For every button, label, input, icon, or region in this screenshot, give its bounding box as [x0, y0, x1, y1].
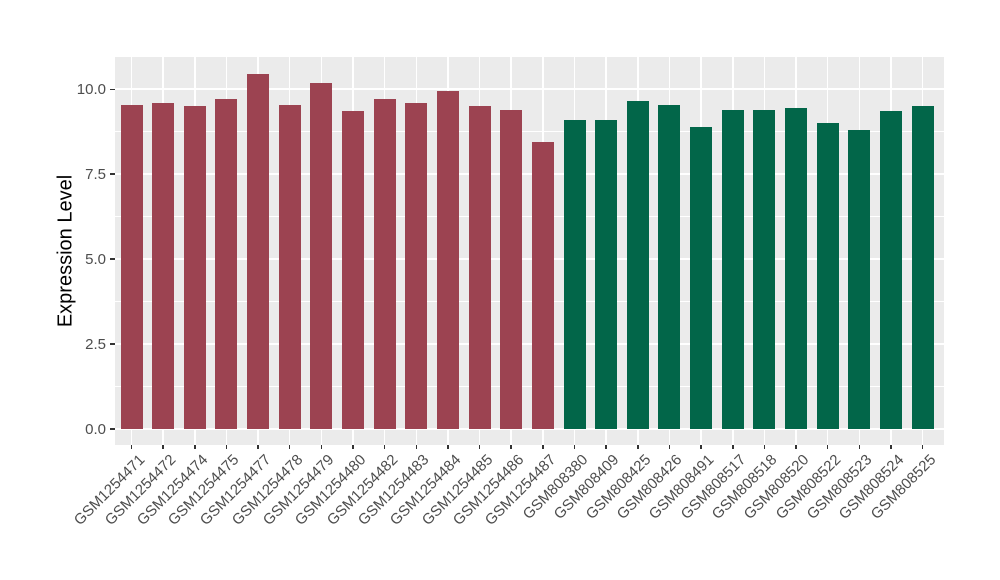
x-tick-mark-GSM1254472 — [162, 445, 164, 449]
x-tick-mark-GSM1254483 — [415, 445, 418, 449]
x-tick-mark-GSM1254482 — [383, 445, 386, 449]
y-tick-mark-10 — [110, 88, 115, 91]
gridline-major-y-0 — [115, 428, 944, 430]
x-tick-mark-GSM808522 — [826, 445, 829, 449]
x-tick-mark-GSM808520 — [795, 445, 797, 449]
x-tick-mark-GSM1254471 — [130, 445, 133, 449]
x-tick-mark-GSM808525 — [921, 445, 924, 449]
bar-GSM808425 — [626, 101, 649, 429]
bar-GSM808491 — [690, 126, 713, 429]
bar-GSM808518 — [753, 109, 776, 429]
bar-GSM1254486 — [500, 109, 523, 429]
bar-GSM1254487 — [531, 141, 554, 429]
bar-GSM808523 — [848, 130, 871, 429]
bar-GSM1254482 — [373, 99, 396, 429]
x-tick-mark-GSM1254487 — [542, 445, 544, 449]
bar-GSM808522 — [816, 123, 839, 429]
bar-GSM1254475 — [215, 99, 238, 429]
x-tick-mark-GSM1254480 — [352, 445, 354, 449]
x-tick-mark-GSM1254477 — [257, 445, 259, 449]
plot-panel — [115, 57, 944, 445]
x-tick-mark-GSM1254478 — [288, 445, 291, 449]
gridline-major-y-2.5 — [115, 343, 944, 346]
y-tick-label-0.0: 0.0 — [85, 420, 106, 438]
bar-GSM1254471 — [120, 104, 143, 429]
bar-GSM1254478 — [278, 104, 301, 429]
y-tick-mark-7.5 — [110, 173, 115, 175]
y-tick-mark-5 — [110, 258, 115, 260]
x-tick-mark-GSM1254484 — [447, 445, 449, 449]
y-tick-mark-0 — [110, 428, 115, 430]
x-tick-mark-GSM808426 — [668, 445, 671, 449]
gridline-minor-y-8.75 — [115, 131, 944, 133]
bar-GSM808520 — [785, 107, 808, 429]
x-tick-mark-GSM808523 — [858, 445, 861, 449]
x-tick-mark-GSM808380 — [573, 445, 576, 449]
gridline-minor-y-1.25 — [115, 386, 944, 388]
bar-GSM808426 — [658, 104, 681, 429]
x-tick-mark-GSM808425 — [637, 445, 639, 449]
x-tick-mark-GSM808517 — [732, 445, 734, 449]
bar-GSM1254474 — [183, 106, 206, 429]
bar-GSM1254484 — [436, 90, 459, 429]
bar-GSM1254480 — [342, 111, 364, 429]
x-tick-mark-GSM1254479 — [320, 445, 323, 449]
gridline-major-y-10 — [115, 88, 944, 91]
gridline-major-y-5 — [115, 258, 944, 261]
x-tick-mark-GSM1254485 — [478, 445, 481, 449]
gridline-minor-y-3.75 — [115, 301, 944, 303]
bar-GSM808409 — [595, 119, 618, 429]
y-tick-label-7.5: 7.5 — [85, 165, 106, 183]
bar-GSM1254485 — [468, 106, 491, 429]
y-tick-mark-2.5 — [110, 343, 115, 345]
y-tick-label-2.5: 2.5 — [85, 335, 106, 353]
x-tick-mark-GSM808524 — [890, 445, 892, 449]
bar-GSM1254472 — [152, 102, 175, 429]
x-tick-mark-GSM808491 — [700, 445, 702, 449]
bar-GSM1254483 — [405, 102, 428, 429]
bar-GSM808517 — [721, 109, 744, 429]
x-tick-mark-GSM808518 — [763, 445, 766, 449]
x-tick-mark-GSM1254474 — [194, 445, 196, 449]
bar-GSM1254479 — [310, 82, 333, 429]
bar-GSM808380 — [563, 119, 586, 429]
bar-GSM808524 — [879, 111, 902, 429]
gridline-minor-y-6.25 — [115, 216, 944, 218]
y-tick-label-10.0: 10.0 — [76, 80, 106, 98]
x-tick-mark-GSM1254486 — [510, 445, 512, 449]
x-tick-mark-GSM808409 — [605, 445, 607, 449]
bar-GSM1254477 — [247, 74, 270, 429]
y-tick-label-5.0: 5.0 — [85, 250, 106, 268]
bar-GSM808525 — [911, 106, 934, 429]
gridline-major-y-7.5 — [115, 173, 944, 176]
x-tick-mark-GSM1254475 — [225, 445, 228, 449]
